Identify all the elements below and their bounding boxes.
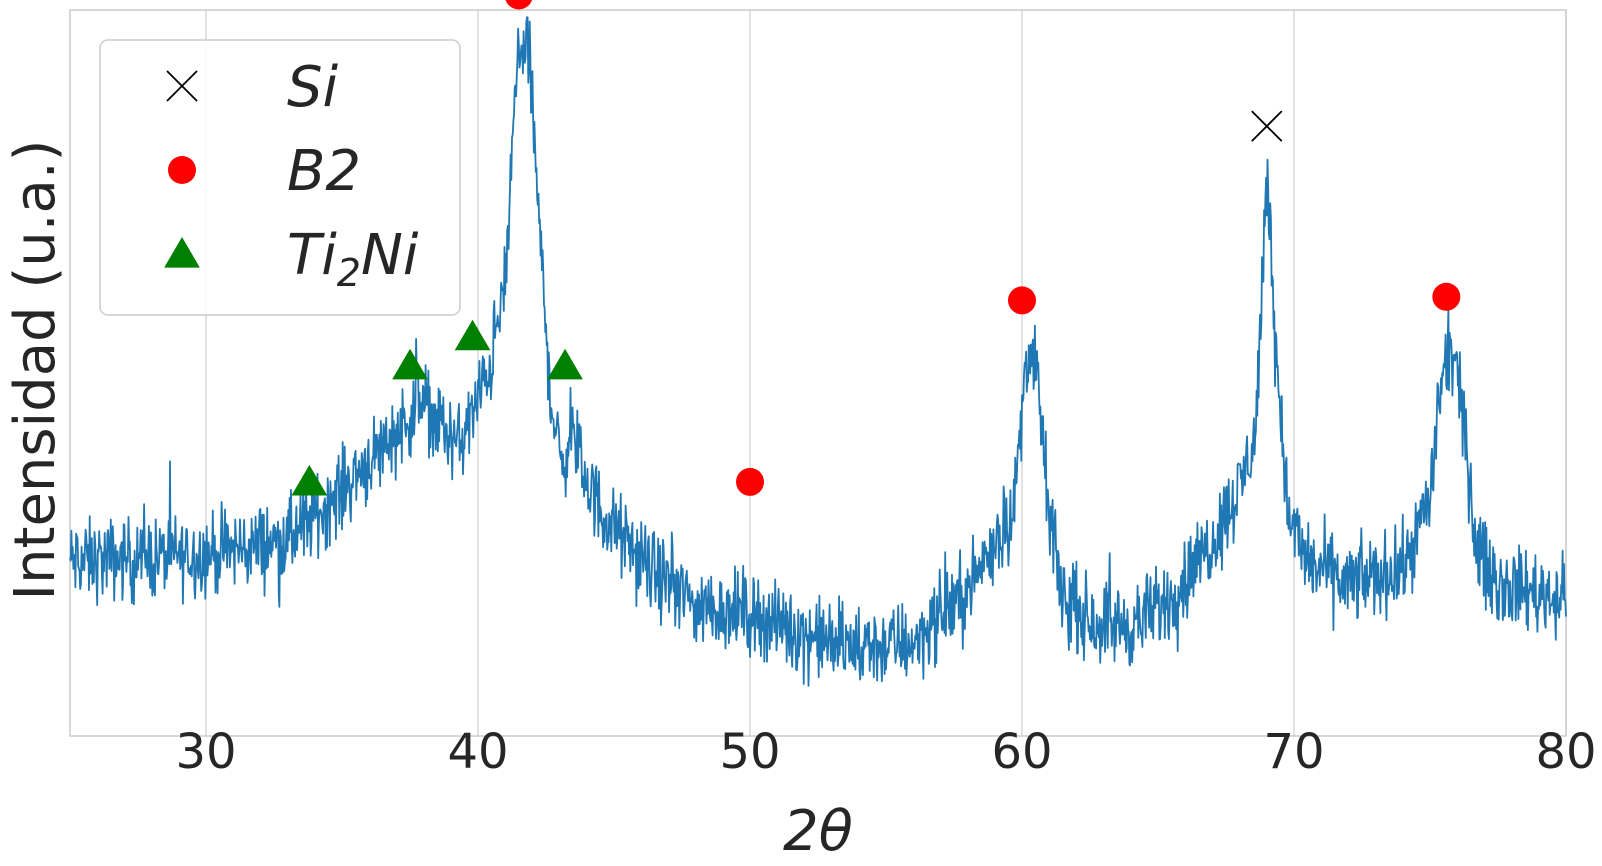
phase-marker-b2	[1008, 286, 1036, 315]
legend-label-ti2ni: Ti2Ni	[287, 223, 419, 295]
y-axis-label: Intensidad (u.a.)	[3, 140, 68, 601]
legend-symbol-b2	[168, 156, 196, 184]
phase-marker-ti2ni	[547, 348, 583, 380]
plot-frame	[69, 9, 1567, 737]
phase-marker-b2	[505, 0, 533, 10]
legend-symbol-ti2ni	[164, 237, 200, 268]
phase-marker-ti2ni	[291, 464, 328, 496]
x-tick-label: 50	[719, 724, 780, 780]
x-tick-label: 60	[991, 724, 1052, 780]
phase-marker-b2	[1432, 282, 1461, 311]
series-layer	[69, 16, 1567, 687]
x-tick-label: 80	[1535, 724, 1596, 780]
phase-marker-ti2ni	[392, 348, 428, 380]
legend: Si B2 Ti2Ni	[99, 39, 461, 316]
legend-label-si: Si	[287, 55, 339, 120]
legend-box	[99, 39, 461, 316]
x-tick-label: 70	[1263, 724, 1324, 780]
x-tick-labels: 30 40 50 60 70 80	[175, 724, 1596, 780]
legend-label-b2: B2	[287, 139, 361, 204]
xrd-series-line	[69, 16, 1567, 687]
legend-symbol-si	[166, 70, 198, 102]
x-axis-label: 2θ	[783, 799, 853, 864]
x-tick-label: 40	[447, 724, 508, 780]
phase-marker-ti2ni	[454, 319, 491, 351]
phase-marker-b2	[736, 467, 764, 496]
phase-marker-si	[1251, 110, 1283, 142]
phase-markers	[291, 0, 1461, 496]
x-tick-label: 30	[175, 724, 236, 780]
